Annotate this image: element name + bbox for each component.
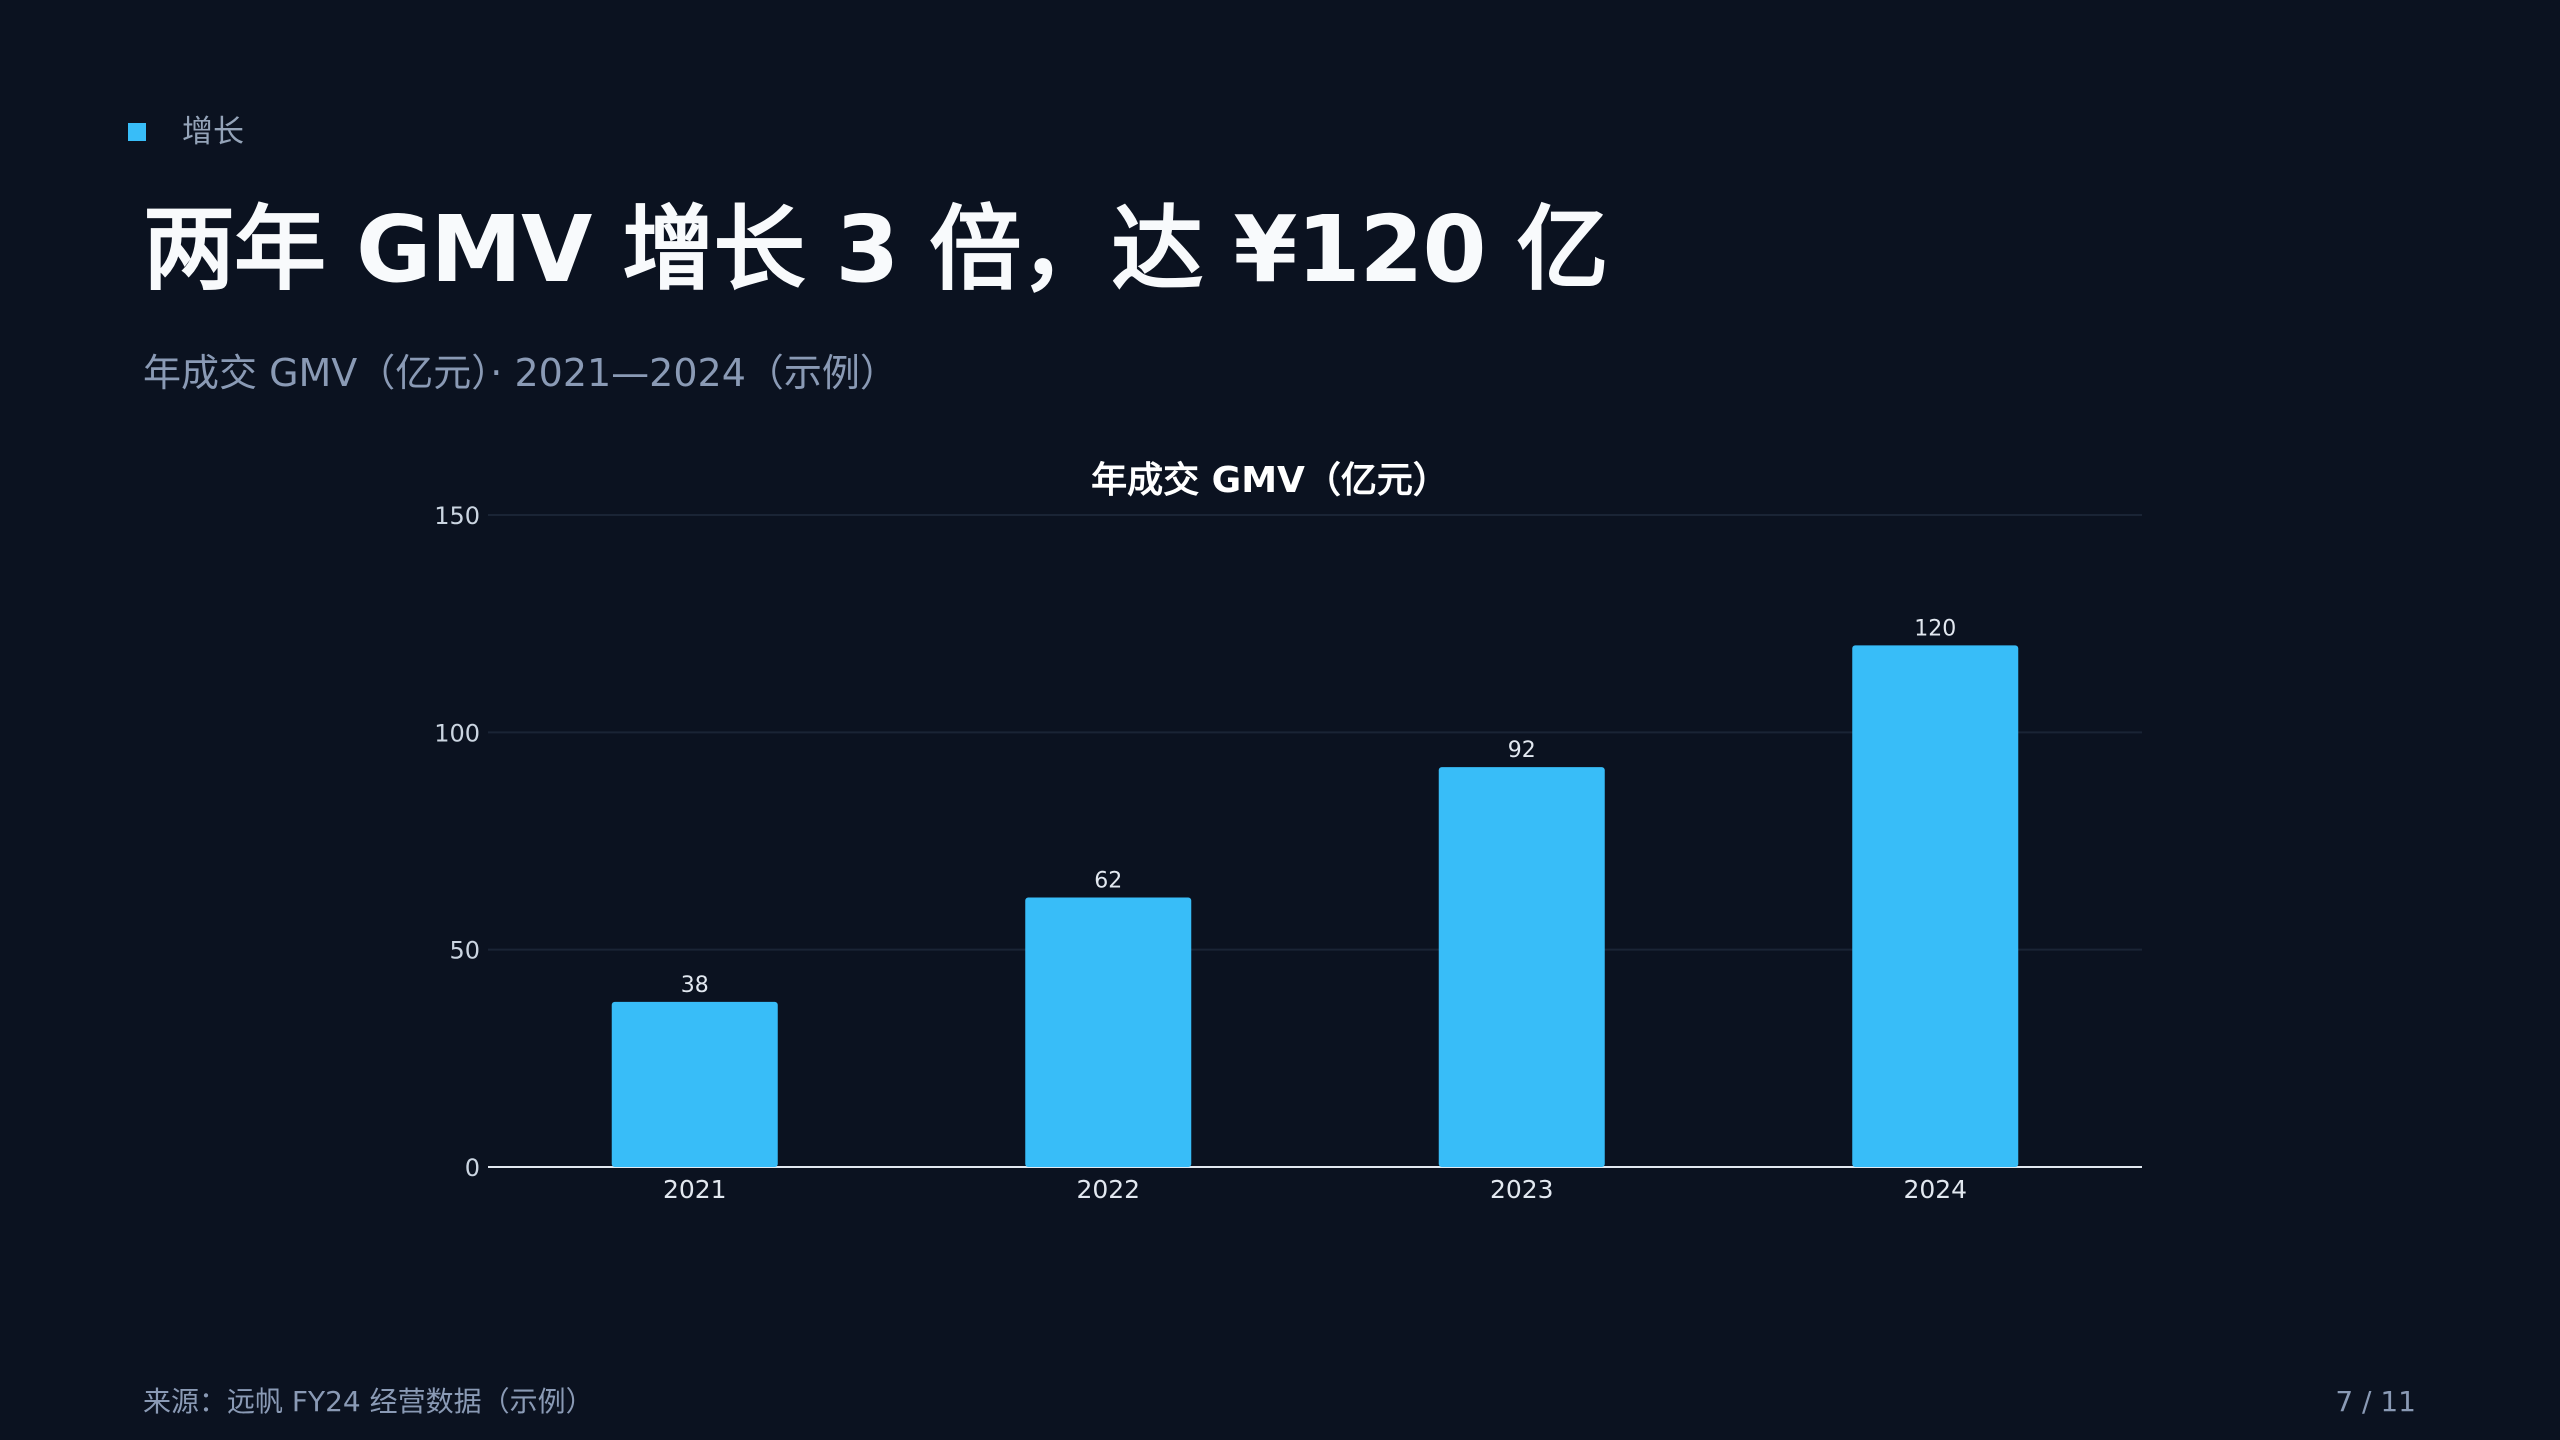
page-title: 两年 GMV 增长 3 倍，达 ¥120 亿 bbox=[143, 196, 1609, 303]
bar-2022 bbox=[1025, 897, 1192, 1167]
footer-source: 来源：远帆 FY24 经营数据（示例） bbox=[143, 1385, 594, 1418]
x-tick-label-2024: 2024 bbox=[1903, 1175, 1967, 1204]
tag-square-icon bbox=[128, 123, 146, 141]
y-tick-label: 50 bbox=[449, 937, 480, 965]
bar-2021 bbox=[611, 1001, 778, 1167]
x-tick-label-2023: 2023 bbox=[1490, 1175, 1554, 1204]
page-number: 7 / 11 bbox=[2335, 1385, 2416, 1418]
section-tag: 增长 bbox=[128, 112, 244, 152]
chart-title: 年成交 GMV（亿元） bbox=[1091, 459, 1449, 501]
data-label-2024: 120 bbox=[1914, 616, 1956, 641]
y-tick-label: 0 bbox=[465, 1154, 480, 1182]
y-tick-label: 150 bbox=[434, 502, 480, 530]
data-label-2021: 38 bbox=[681, 973, 709, 998]
y-tick-label: 100 bbox=[434, 719, 480, 747]
data-label-2023: 92 bbox=[1508, 738, 1536, 763]
x-tick-label-2022: 2022 bbox=[1076, 1175, 1140, 1204]
data-label-2022: 62 bbox=[1094, 869, 1122, 894]
bar-2023 bbox=[1438, 767, 1605, 1167]
page-subtitle: 年成交 GMV（亿元）· 2021—2024（示例） bbox=[143, 351, 898, 395]
tag-label: 增长 bbox=[182, 114, 244, 150]
x-tick-label-2021: 2021 bbox=[663, 1175, 727, 1204]
bar-2024 bbox=[1852, 645, 2019, 1167]
